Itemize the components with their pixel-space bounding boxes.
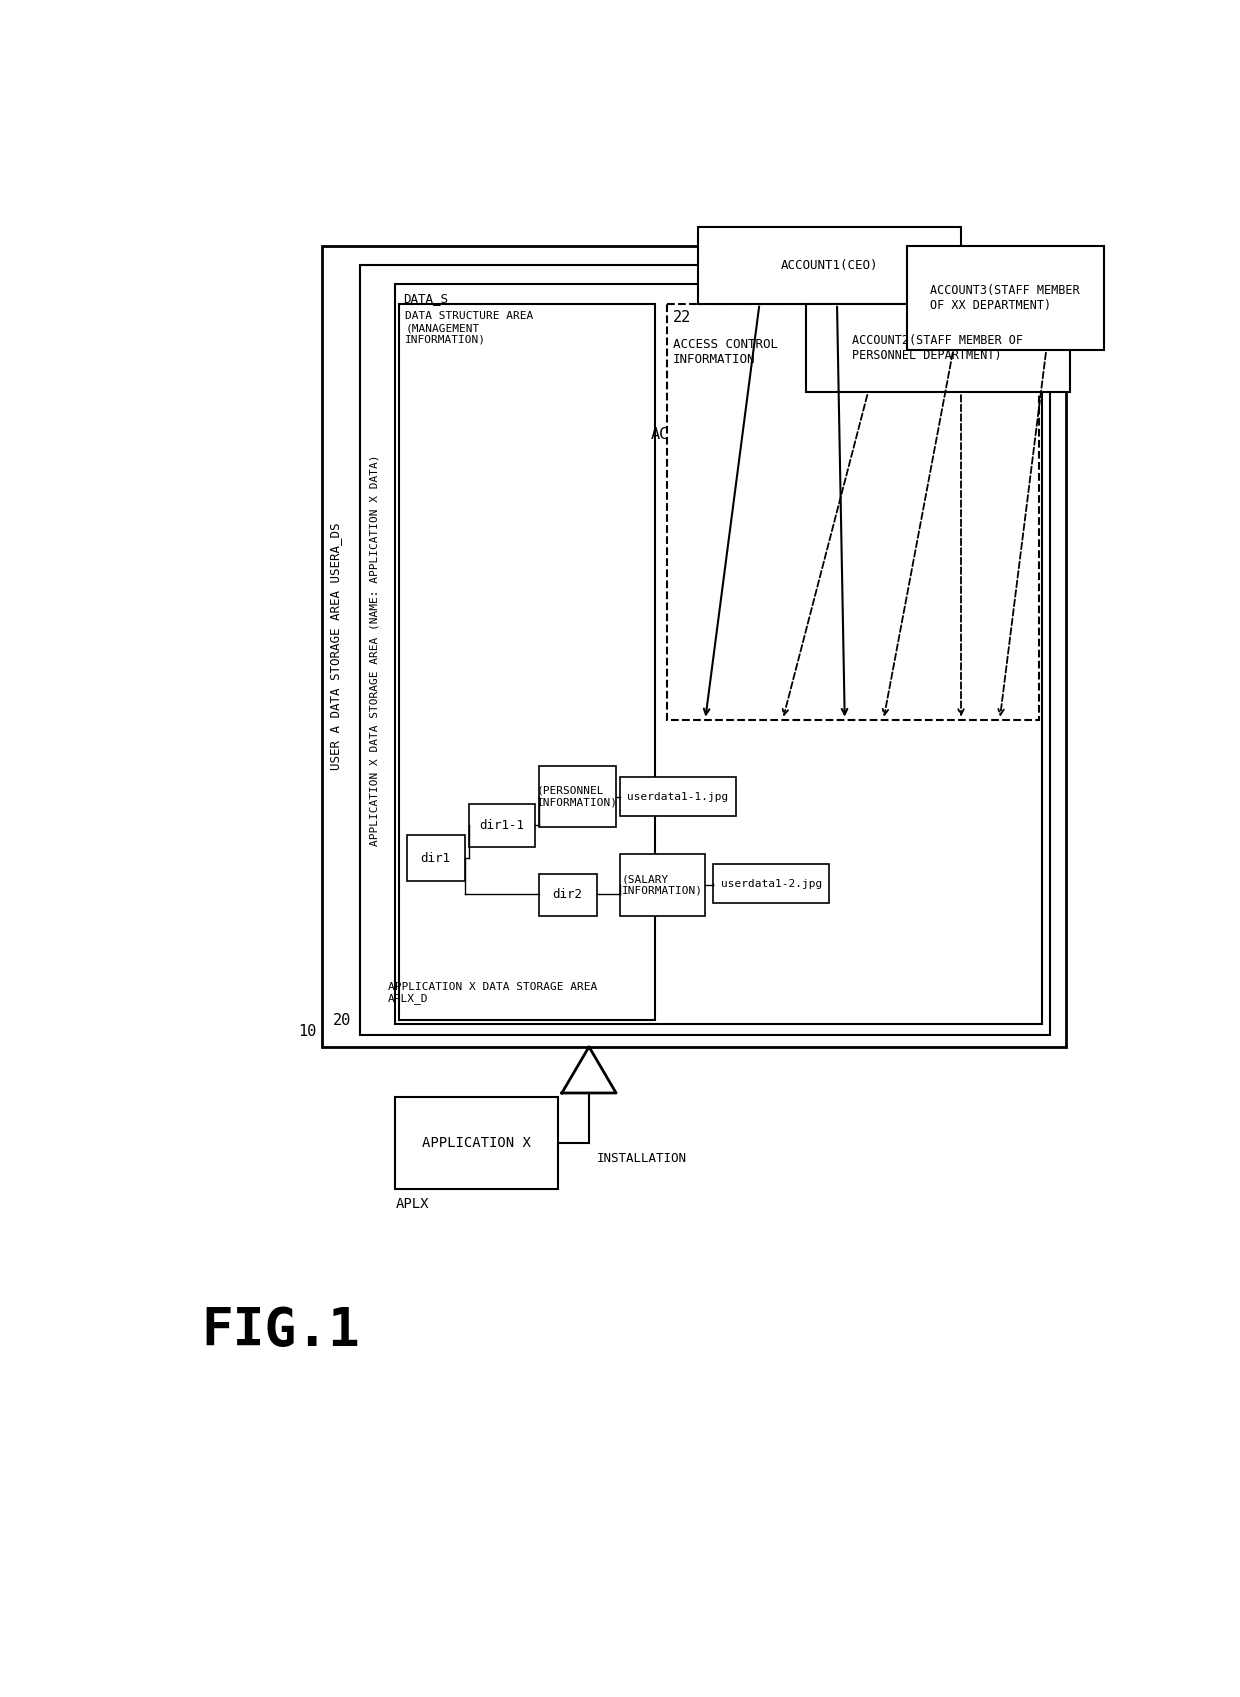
- Text: APPLICATION X DATA STORAGE AREA (NAME: APPLICATION X DATA): APPLICATION X DATA STORAGE AREA (NAME: A…: [370, 455, 379, 847]
- Bar: [321, 246, 1065, 1047]
- Text: AC: AC: [651, 428, 670, 441]
- Bar: [620, 777, 737, 816]
- Text: APLX: APLX: [396, 1196, 429, 1212]
- Text: (PERSONNEL
INFORMATION): (PERSONNEL INFORMATION): [537, 786, 618, 808]
- Text: dir1: dir1: [420, 852, 450, 865]
- Bar: [667, 304, 1039, 720]
- Bar: [399, 304, 655, 1020]
- Text: userdata1-2.jpg: userdata1-2.jpg: [720, 879, 822, 889]
- Bar: [806, 304, 1069, 392]
- Polygon shape: [562, 1047, 616, 1093]
- Text: DATA STRUCTURE AREA
(MANAGEMENT
INFORMATION): DATA STRUCTURE AREA (MANAGEMENT INFORMAT…: [405, 312, 533, 344]
- Text: (SALARY
INFORMATION): (SALARY INFORMATION): [622, 874, 703, 896]
- Text: INSTALLATION: INSTALLATION: [596, 1152, 687, 1164]
- Text: APPLICATION X: APPLICATION X: [422, 1135, 531, 1151]
- Bar: [697, 227, 961, 304]
- Text: ACCOUNT3(STAFF MEMBER
OF XX DEPARTMENT): ACCOUNT3(STAFF MEMBER OF XX DEPARTMENT): [930, 283, 1080, 312]
- Bar: [620, 854, 706, 916]
- Text: dir2: dir2: [552, 888, 583, 901]
- Bar: [713, 864, 830, 903]
- Text: ACCOUNT2(STAFF MEMBER OF
PERSONNEL DEPARTMENT): ACCOUNT2(STAFF MEMBER OF PERSONNEL DEPAR…: [852, 334, 1023, 361]
- Text: ACCOUNT1(CEO): ACCOUNT1(CEO): [780, 258, 878, 272]
- Bar: [396, 1096, 558, 1190]
- Text: dir1-1: dir1-1: [479, 818, 525, 832]
- Text: 10: 10: [299, 1023, 316, 1039]
- Bar: [538, 874, 596, 916]
- Text: 20: 20: [334, 1013, 351, 1028]
- Text: userdata1-1.jpg: userdata1-1.jpg: [627, 791, 729, 801]
- Text: ACCESS CONTROL
INFORMATION: ACCESS CONTROL INFORMATION: [672, 338, 777, 367]
- Bar: [407, 835, 465, 881]
- Text: 22: 22: [672, 311, 691, 324]
- Text: DATA_S: DATA_S: [403, 292, 448, 305]
- Bar: [538, 765, 616, 828]
- Bar: [906, 246, 1105, 350]
- Bar: [469, 804, 534, 847]
- Text: USER A DATA STORAGE AREA USERA_DS: USER A DATA STORAGE AREA USERA_DS: [329, 523, 342, 770]
- Bar: [361, 265, 1050, 1035]
- Text: APPLICATION X DATA STORAGE AREA
APLX_D: APPLICATION X DATA STORAGE AREA APLX_D: [387, 983, 596, 1005]
- Bar: [396, 285, 1043, 1023]
- Text: FIG.1: FIG.1: [201, 1305, 361, 1356]
